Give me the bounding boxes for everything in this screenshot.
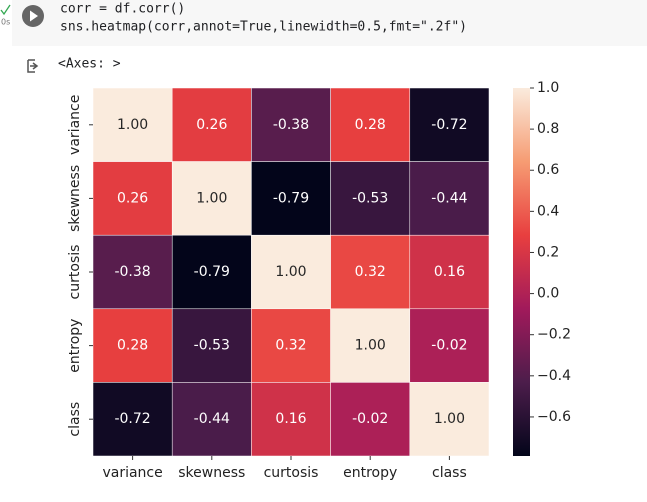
x-tick-label: skewness <box>178 465 245 481</box>
heatmap-cell <box>330 382 411 457</box>
heatmap-cell <box>330 161 411 236</box>
cell-annotation: -0.44 <box>431 190 467 206</box>
heatmap-cell <box>251 234 331 310</box>
heatmap-cell <box>92 234 173 310</box>
run-icon <box>30 10 38 22</box>
heatmap-cell <box>330 234 411 310</box>
colorbar-tick-label: 0.0 <box>537 286 559 302</box>
cell-annotation: -0.53 <box>352 190 388 206</box>
colorbar-tick-label: 0.8 <box>537 121 559 137</box>
x-tick-label: entropy <box>343 465 397 481</box>
y-tick-label: variance <box>67 95 83 155</box>
code-line: corr = df.corr() <box>60 2 185 17</box>
x-tick-label: class <box>432 465 467 481</box>
colorbar-tick-label: 1.0 <box>537 80 559 96</box>
cell-annotation: -0.38 <box>114 264 150 280</box>
cell-annotation: 0.28 <box>355 117 386 133</box>
heatmap-cell <box>409 87 490 162</box>
colorbar-tick-label: 0.2 <box>537 244 559 260</box>
cell-annotation: 0.32 <box>355 264 386 280</box>
cell-annotation: -0.53 <box>194 338 230 354</box>
colorbar-tick-label: 0.6 <box>537 162 559 178</box>
cell-annotation: 0.26 <box>196 117 227 133</box>
cell-annotation: -0.02 <box>352 411 388 427</box>
heatmap-cell <box>171 308 252 383</box>
cell-annotation: 1.00 <box>196 190 227 206</box>
cell-annotation: 0.32 <box>275 338 306 354</box>
colorbar-tick-label: −0.2 <box>537 327 571 343</box>
heatmap-cell <box>171 234 252 310</box>
colorbar-tick-label: 0.4 <box>537 203 559 219</box>
cell-annotation: -0.79 <box>273 190 309 206</box>
cell-annotation: 1.00 <box>355 338 386 354</box>
heatmap-cell <box>251 87 331 162</box>
heatmap-cell <box>409 382 490 457</box>
cell-annotation: -0.38 <box>273 117 309 133</box>
cell-annotation: 0.28 <box>117 338 148 354</box>
heatmap-cell <box>92 308 173 383</box>
heatmap-cell <box>171 382 252 457</box>
heatmap-cell <box>92 382 173 457</box>
y-tick-label: skewness <box>67 165 83 232</box>
cell-annotation: 0.26 <box>117 190 148 206</box>
heatmap-cell <box>330 308 411 383</box>
output-text: <Axes: > <box>58 57 121 72</box>
cell-annotation: 0.16 <box>434 264 465 280</box>
cell-annotation: -0.44 <box>194 411 230 427</box>
run-status-check <box>0 4 11 16</box>
heatmap-cell <box>409 308 490 383</box>
cell-annotation: -0.02 <box>431 338 467 354</box>
cell-annotation: -0.72 <box>114 411 150 427</box>
heatmap-cell <box>92 87 173 162</box>
heatmap-cell <box>251 382 331 457</box>
x-tick-label: curtosis <box>264 465 319 481</box>
code-line: sns.heatmap(corr,annot=True,linewidth=0.… <box>60 20 467 35</box>
cell-annotation: 1.00 <box>275 264 306 280</box>
x-tick-label: variance <box>102 465 162 481</box>
heatmap-cell <box>409 234 490 310</box>
cell-annotation: -0.79 <box>194 264 230 280</box>
y-tick-label: curtosis <box>67 245 83 300</box>
heatmap-cell <box>171 87 252 162</box>
cell-annotation: 1.00 <box>434 411 465 427</box>
exec-time: 0s <box>1 18 10 27</box>
cell-annotation: -0.72 <box>431 117 467 133</box>
y-tick-label: entropy <box>67 319 83 373</box>
heatmap-cell <box>251 161 331 236</box>
output-icon <box>27 59 39 73</box>
y-tick-label: class <box>67 402 83 437</box>
colorbar-tick-label: −0.6 <box>537 409 571 425</box>
code-cell <box>12 0 647 46</box>
colorbar <box>513 88 530 456</box>
colorbar-tick-label: −0.4 <box>537 368 571 384</box>
heatmap-cell <box>409 161 490 236</box>
heatmap-cell <box>171 161 252 236</box>
cell-annotation: 1.00 <box>117 117 148 133</box>
cell-annotation: 0.16 <box>275 411 306 427</box>
